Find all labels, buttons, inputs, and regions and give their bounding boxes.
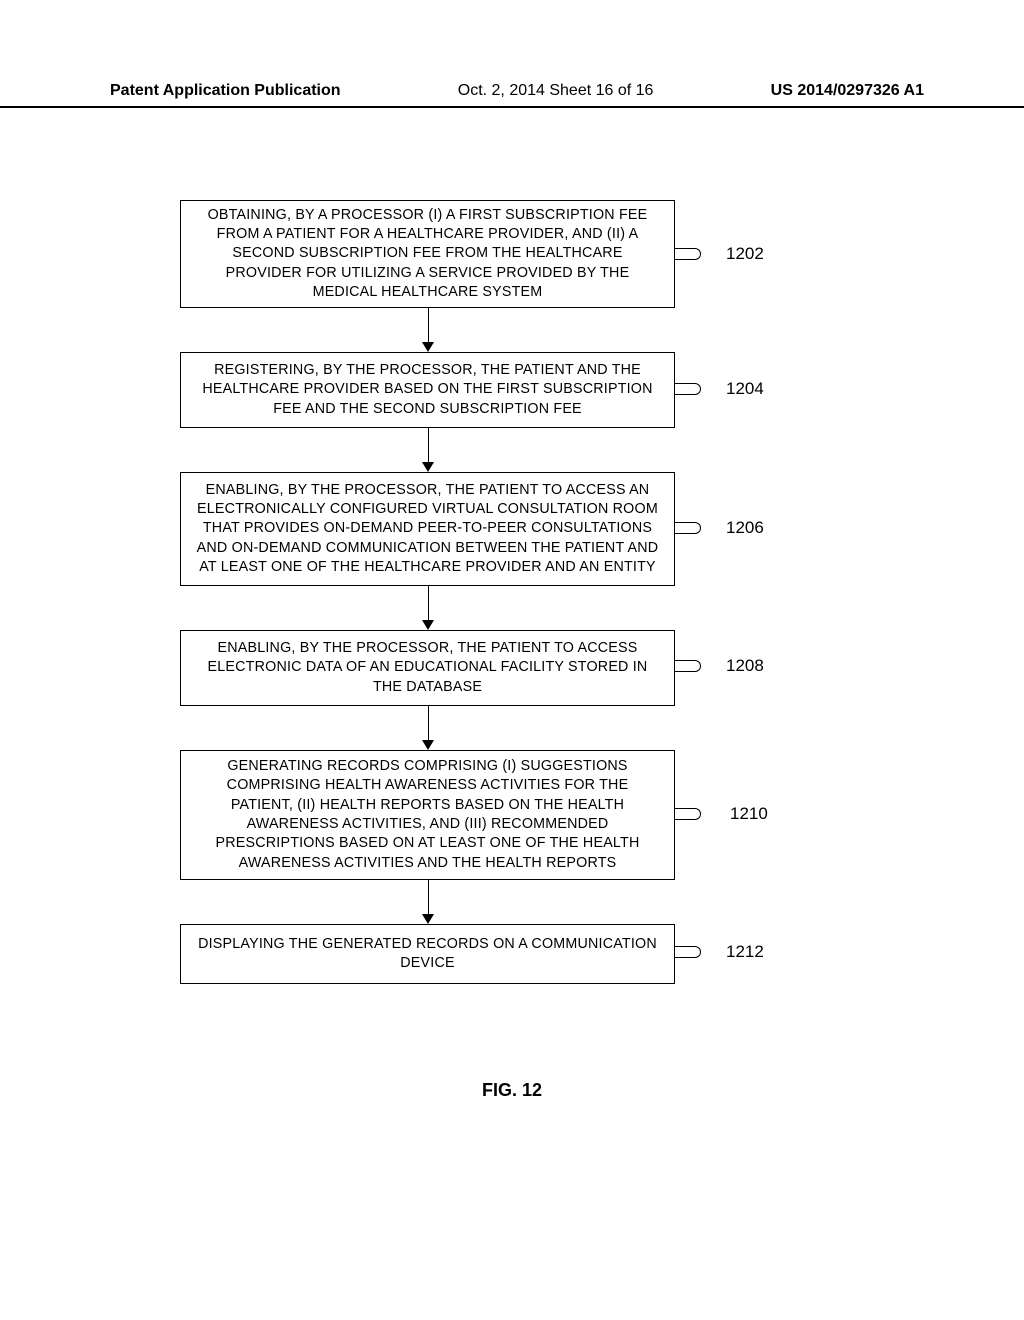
flow-step-4-label: 1208 [726, 656, 764, 676]
flow-step-2: REGISTERING, BY THE PROCESSOR, THE PATIE… [180, 352, 675, 428]
flow-step-4-text: ENABLING, BY THE PROCESSOR, THE PATIENT … [195, 639, 660, 697]
page-header: Patent Application Publication Oct. 2, 2… [0, 82, 1024, 108]
flow-step-3-label: 1206 [726, 518, 764, 538]
flow-arrow-head [422, 620, 434, 630]
flow-step-2-label: 1204 [726, 379, 764, 399]
flow-arrow-line [428, 880, 429, 914]
flow-step-6-label: 1212 [726, 942, 764, 962]
header-center: Oct. 2, 2014 Sheet 16 of 16 [458, 82, 654, 100]
flow-step-2-bracket [675, 383, 701, 395]
flow-arrow-line [428, 428, 429, 462]
header-left: Patent Application Publication [110, 82, 341, 100]
flow-arrow-head [422, 914, 434, 924]
flow-arrow-line [428, 706, 429, 740]
flow-step-5: GENERATING RECORDS COMPRISING (I) SUGGES… [180, 750, 675, 880]
flow-step-6-bracket [675, 946, 701, 958]
flow-step-4-bracket [675, 660, 701, 672]
flow-arrow-line [428, 308, 429, 342]
flow-step-4: ENABLING, BY THE PROCESSOR, THE PATIENT … [180, 630, 675, 706]
flow-step-3-text: ENABLING, BY THE PROCESSOR, THE PATIENT … [195, 481, 660, 577]
flow-step-1: OBTAINING, BY A PROCESSOR (I) A FIRST SU… [180, 200, 675, 308]
flow-step-6: DISPLAYING THE GENERATED RECORDS ON A CO… [180, 924, 675, 984]
flow-arrow-head [422, 462, 434, 472]
flow-step-3: ENABLING, BY THE PROCESSOR, THE PATIENT … [180, 472, 675, 586]
flow-step-1-label: 1202 [726, 244, 764, 264]
figure-caption: FIG. 12 [0, 1080, 1024, 1101]
flow-step-6-text: DISPLAYING THE GENERATED RECORDS ON A CO… [195, 935, 660, 974]
flow-step-3-bracket [675, 522, 701, 534]
header-right: US 2014/0297326 A1 [771, 82, 924, 100]
flow-arrow-head [422, 740, 434, 750]
page: Patent Application Publication Oct. 2, 2… [0, 0, 1024, 1320]
flow-arrow-head [422, 342, 434, 352]
flow-arrow-line [428, 586, 429, 620]
flow-step-1-text: OBTAINING, BY A PROCESSOR (I) A FIRST SU… [195, 206, 660, 302]
flow-step-2-text: REGISTERING, BY THE PROCESSOR, THE PATIE… [195, 361, 660, 419]
flow-step-1-bracket [675, 248, 701, 260]
flow-step-5-text: GENERATING RECORDS COMPRISING (I) SUGGES… [195, 757, 660, 873]
flow-step-5-label: 1210 [730, 804, 768, 824]
flow-step-5-bracket [675, 808, 701, 820]
